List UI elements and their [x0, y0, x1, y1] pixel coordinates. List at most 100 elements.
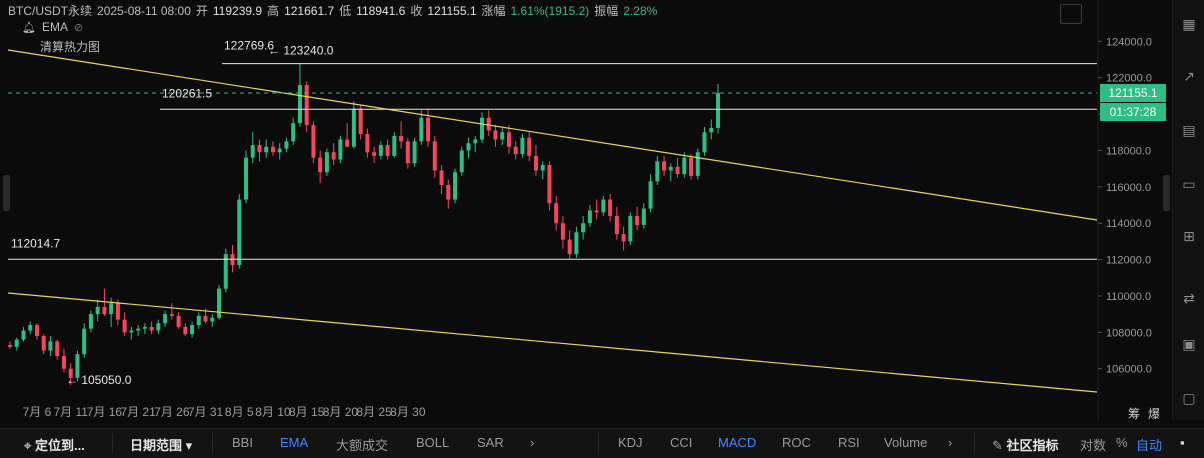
swap-icon[interactable]: ⇄	[1183, 290, 1195, 306]
candle-body	[641, 208, 646, 226]
high-value: 121661.7	[284, 4, 335, 18]
candle-body	[594, 210, 599, 213]
trend-icon[interactable]: ↗	[1183, 68, 1195, 84]
candle-body	[196, 315, 201, 326]
layout-icon[interactable]: ⊞	[1183, 228, 1195, 244]
x-tick-label: 8月 15	[289, 405, 325, 419]
candle-body	[318, 157, 323, 173]
low-arrow-annotation: ← 105050.0	[66, 373, 132, 387]
notes-icon[interactable]: ▣	[1182, 336, 1196, 352]
indicator-kdj[interactable]: KDJ	[618, 435, 643, 450]
auto-scale-toggle[interactable]: 自动	[1136, 438, 1163, 453]
candle-body	[716, 93, 720, 128]
community-indicators-button[interactable]: ✎ 社区指标	[992, 435, 1059, 454]
x-tick-label: 7月 31	[188, 405, 224, 419]
candle-body	[547, 164, 552, 204]
countdown-tag-text: 01:37:28	[1110, 105, 1157, 119]
candle-body	[311, 124, 316, 158]
candle-body	[75, 354, 80, 378]
bell-icon[interactable]: 🔔︎	[22, 21, 36, 34]
date-range-button[interactable]: 日期范围 ▾	[130, 435, 192, 454]
candle-body	[527, 137, 532, 156]
candle-body	[513, 146, 518, 155]
candle-body	[8, 345, 12, 347]
calendar-icon[interactable]: ▭	[1182, 176, 1196, 192]
bottom-indicator-bar: ⌖ 定位到... 日期范围 ▾ BBI EMA 大额成交 BOLL SAR › …	[0, 428, 1204, 458]
ema-label: EMA	[41, 20, 68, 34]
candle-body	[372, 152, 377, 156]
candle-body	[142, 326, 147, 329]
candle-body	[176, 315, 181, 327]
more-icon[interactable]: ▪	[1180, 435, 1185, 450]
candle-datetime: 2025-08-11 08:00	[97, 4, 191, 18]
candle-body	[635, 215, 640, 226]
indicator-volume[interactable]: Volume	[884, 435, 928, 450]
candle-body	[28, 325, 33, 331]
candle-body	[614, 215, 619, 235]
y-tick-label: 106000.0	[1106, 364, 1152, 376]
open-value: 119239.9	[212, 4, 263, 18]
wallet-icon[interactable]: ▢	[1182, 390, 1196, 406]
indicator-large-trades[interactable]: 大额成交	[336, 438, 389, 453]
low-value: 118941.6	[356, 4, 406, 18]
candle-body	[378, 144, 383, 156]
indicator-ema[interactable]: EMA	[280, 435, 309, 450]
candle-body	[473, 139, 478, 144]
y-tick-label: 112000.0	[1106, 255, 1151, 267]
candle-body	[210, 317, 215, 322]
candle-body	[655, 161, 660, 182]
indicator-chart-icon[interactable]: ▤	[1182, 122, 1196, 138]
candle-body	[459, 150, 464, 173]
candle-body	[156, 323, 161, 331]
right-panel-handle[interactable]	[1163, 175, 1170, 211]
candle-body	[405, 141, 410, 164]
y-tick-label: 108000.0	[1106, 327, 1152, 339]
indicator-bbi[interactable]: BBI	[232, 435, 253, 450]
open-label: 开	[195, 4, 208, 18]
heatmap-label[interactable]: 清算热力图	[40, 40, 101, 54]
eye-hidden-icon[interactable]: ⊘	[73, 21, 84, 34]
candle-body	[61, 355, 66, 369]
candle-body	[574, 232, 579, 255]
candle-body	[668, 166, 673, 171]
candle-body	[55, 341, 60, 356]
candle-body	[41, 335, 46, 351]
indicator-cci[interactable]: CCI	[670, 435, 693, 450]
left-panel-handle[interactable]	[3, 175, 10, 211]
fullscreen-icon[interactable]	[1060, 4, 1082, 24]
candle-body	[581, 223, 586, 233]
candle-body	[149, 326, 154, 331]
candle-body	[122, 319, 127, 333]
candle-body	[500, 132, 505, 140]
indicator-boll[interactable]: BOLL	[416, 435, 450, 450]
indicator-sar[interactable]: SAR	[477, 435, 504, 450]
candle-body	[109, 303, 114, 315]
indicator-roc[interactable]: ROC	[782, 435, 811, 450]
candle-body	[237, 199, 242, 266]
log-scale-toggle[interactable]: 对数	[1080, 438, 1107, 453]
candle-body	[190, 325, 195, 335]
indicator-rsi[interactable]: RSI	[838, 435, 860, 450]
close-value: 121155.1	[427, 4, 477, 18]
candle-body	[115, 303, 120, 320]
ema-indicator-row[interactable]: 🔔︎ EMA ⊘	[22, 20, 83, 34]
percent-scale-toggle[interactable]: %	[1116, 435, 1128, 450]
grid-icon[interactable]: ▦	[1182, 16, 1196, 32]
liquidation-toggle: 爆	[1148, 407, 1160, 421]
candle-body	[587, 210, 592, 224]
indicator-macd[interactable]: MACD	[718, 435, 757, 450]
locate-button[interactable]: ⌖ 定位到...	[24, 435, 85, 454]
candle-body	[277, 148, 282, 153]
candle-body	[628, 215, 633, 242]
current-price-tag	[1100, 84, 1166, 103]
community-label: 社区指标	[1006, 438, 1059, 453]
level-low-annotation: 112014.7	[11, 236, 60, 250]
symbol-label: BTC/USDT永续	[8, 4, 93, 18]
scroll-right-icon[interactable]: ›	[530, 435, 535, 450]
candle-body	[102, 306, 107, 315]
candle-body	[601, 199, 606, 213]
x-tick-label: 8月 20	[323, 405, 359, 419]
scroll-right-icon[interactable]: ›	[948, 435, 953, 450]
